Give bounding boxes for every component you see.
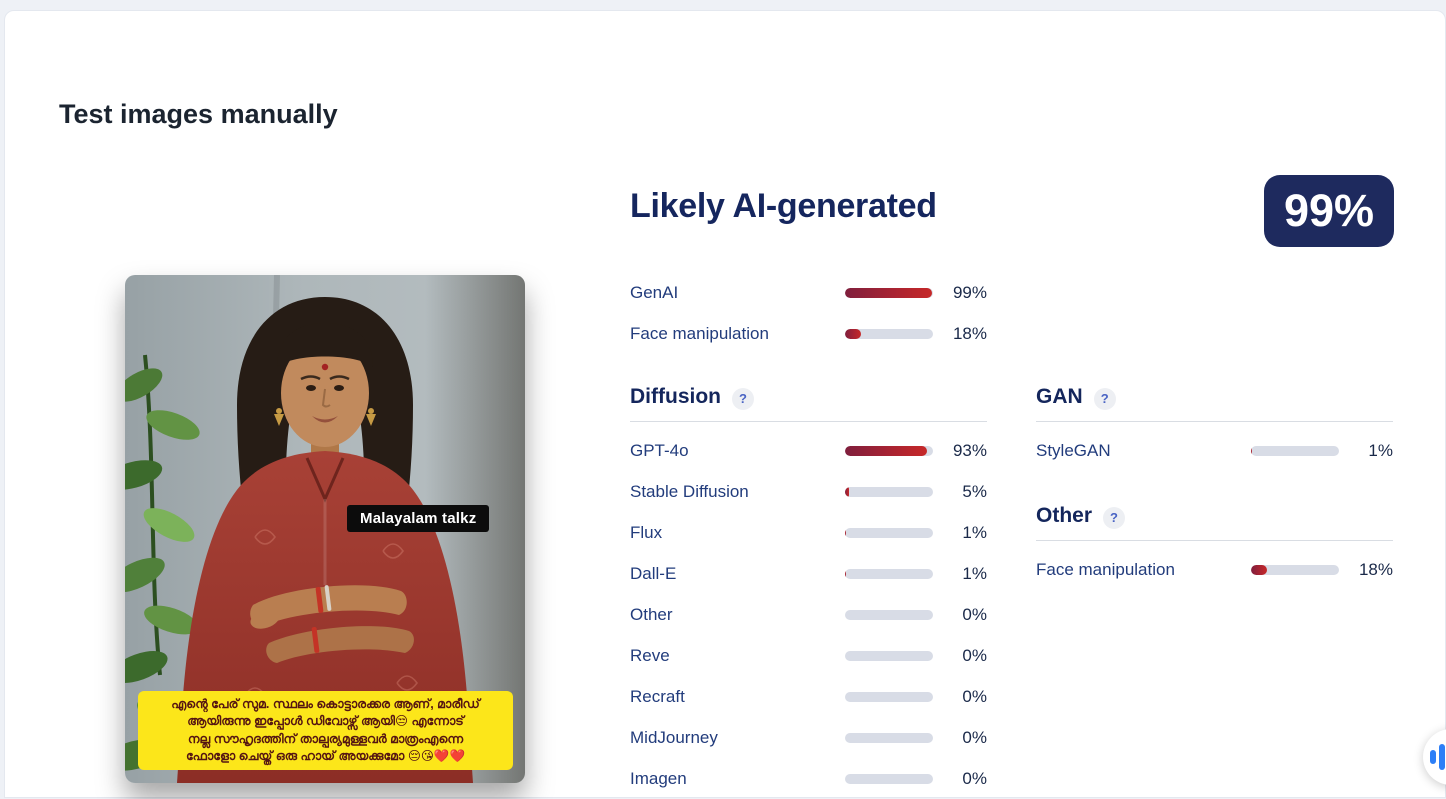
score-row: GenAI 99%	[630, 272, 987, 313]
floating-widget-button[interactable]	[1423, 729, 1446, 785]
progress-bar	[845, 774, 933, 784]
score-value: 1%	[943, 564, 987, 584]
page-title: Test images manually	[59, 99, 338, 130]
score-label: Recraft	[630, 687, 845, 707]
score-row: GPT-4o 93%	[630, 430, 987, 471]
section-header: GAN ?	[1036, 383, 1393, 422]
question-mark-icon[interactable]: ?	[732, 388, 754, 410]
progress-bar	[845, 610, 933, 620]
summary-scores: GenAI 99% Face manipulation 18%	[630, 272, 987, 354]
score-row: Face manipulation 18%	[1036, 549, 1393, 590]
caption-line: എന്റെ പേര് സുമ. സ്ഥലം കൊട്ടാരക്കര ആണ്, മ…	[144, 696, 507, 713]
score-label: Face manipulation	[630, 324, 845, 344]
section-other: Other ? Face manipulation 18%	[1036, 502, 1393, 590]
score-value: 18%	[1349, 560, 1393, 580]
score-value: 0%	[943, 687, 987, 707]
progress-bar	[845, 446, 933, 456]
section-gan: GAN ? StyleGAN 1%	[1036, 383, 1393, 471]
score-value: 1%	[943, 523, 987, 543]
progress-fill	[845, 329, 861, 339]
score-value: 99%	[943, 283, 987, 303]
progress-bar	[845, 288, 933, 298]
watermark-label: Malayalam talkz	[347, 505, 489, 532]
section-title: Diffusion	[630, 383, 721, 411]
score-value: 5%	[943, 482, 987, 502]
progress-fill	[845, 446, 927, 456]
progress-bar	[845, 692, 933, 702]
score-row: Flux 1%	[630, 512, 987, 553]
score-label: GenAI	[630, 283, 845, 303]
progress-bar	[845, 528, 933, 538]
progress-bar	[845, 487, 933, 497]
score-value: 0%	[943, 646, 987, 666]
score-label: Stable Diffusion	[630, 482, 845, 502]
score-row: StyleGAN 1%	[1036, 430, 1393, 471]
audio-bars-icon	[1430, 744, 1446, 770]
uploaded-image-preview: Malayalam talkz എന്റെ പേര് സുമ. സ്ഥലം കൊ…	[125, 275, 525, 783]
progress-bar	[845, 569, 933, 579]
progress-fill	[1251, 565, 1267, 575]
progress-fill	[1251, 446, 1252, 456]
progress-bar	[845, 651, 933, 661]
score-label: Flux	[630, 523, 845, 543]
section-diffusion: Diffusion ? GPT-4o 93% Stable Diffusion …	[630, 383, 987, 799]
score-label: Dall-E	[630, 564, 845, 584]
score-label: Imagen	[630, 769, 845, 789]
score-value: 0%	[943, 769, 987, 789]
main-panel: Test images manually	[4, 10, 1446, 798]
score-label: MidJourney	[630, 728, 845, 748]
section-title: Other	[1036, 502, 1092, 530]
progress-fill	[845, 569, 846, 579]
score-row: MidJourney 0%	[630, 717, 987, 758]
progress-fill	[845, 528, 846, 538]
verdict-heading: Likely AI-generated	[630, 187, 937, 226]
score-label: Reve	[630, 646, 845, 666]
score-value: 93%	[943, 441, 987, 461]
score-row: Other 0%	[630, 594, 987, 635]
section-title: GAN	[1036, 383, 1083, 411]
progress-bar	[845, 733, 933, 743]
score-value: 0%	[943, 728, 987, 748]
section-header: Other ?	[1036, 502, 1393, 541]
score-label: GPT-4o	[630, 441, 845, 461]
progress-bar	[845, 329, 933, 339]
progress-fill	[845, 487, 849, 497]
image-caption-box: എന്റെ പേര് സുമ. സ്ഥലം കൊട്ടാരക്കര ആണ്, മ…	[138, 691, 513, 770]
score-row: Recraft 0%	[630, 676, 987, 717]
section-header: Diffusion ?	[630, 383, 987, 422]
progress-bar	[1251, 565, 1339, 575]
progress-fill	[845, 288, 932, 298]
score-value: 1%	[1349, 441, 1393, 461]
progress-bar	[1251, 446, 1339, 456]
score-row: Stable Diffusion 5%	[630, 471, 987, 512]
question-mark-icon[interactable]: ?	[1094, 388, 1116, 410]
question-mark-icon[interactable]: ?	[1103, 507, 1125, 529]
score-row: Face manipulation 18%	[630, 313, 987, 354]
caption-line: ഫോളോ ചെയ്ത് ഒരു ഹായ് അയക്കുമോ 😔😘❤️❤️	[144, 748, 507, 765]
score-row: Reve 0%	[630, 635, 987, 676]
score-row: Imagen 0%	[630, 758, 987, 799]
confidence-badge: 99%	[1264, 175, 1394, 247]
score-row: Dall-E 1%	[630, 553, 987, 594]
caption-line: നല്ല സൗഹൃദത്തിന് താല്പര്യമുള്ളവർ മാത്രംഎ…	[144, 731, 507, 748]
caption-line: ആയിരുന്നു ഇപ്പോൾ ഡിവോഴ്സ് ആയി😒 എന്നോട്	[144, 713, 507, 730]
score-label: Face manipulation	[1036, 560, 1251, 580]
score-label: Other	[630, 605, 845, 625]
score-value: 18%	[943, 324, 987, 344]
score-value: 0%	[943, 605, 987, 625]
score-label: StyleGAN	[1036, 441, 1251, 461]
